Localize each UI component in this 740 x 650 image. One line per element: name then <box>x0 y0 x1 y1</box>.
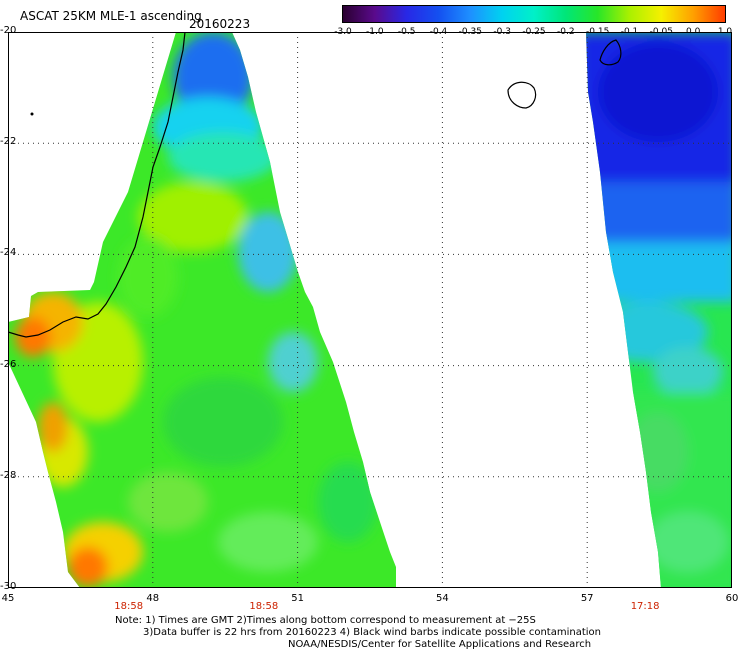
island-mauritius <box>599 39 622 66</box>
map-frame <box>8 32 732 588</box>
latitude-label: -22 <box>0 136 17 148</box>
map-panel <box>8 32 732 588</box>
island-reunion <box>507 81 537 109</box>
time-label: 18:58 <box>249 601 279 612</box>
note-line-1: Note: 1) Times are GMT 2)Times along bot… <box>115 615 536 626</box>
longitude-label: 57 <box>580 593 594 604</box>
colorbar-gradient <box>343 6 725 22</box>
east-swath <box>586 32 732 588</box>
latitude-label: -30 <box>0 581 17 592</box>
longitude-label: 48 <box>146 593 160 604</box>
note-line-3: NOAA/NESDIS/Center for Satellite Applica… <box>288 639 592 650</box>
map-date: 20160223 <box>189 17 251 31</box>
colorbar <box>342 5 726 23</box>
map-title: ASCAT 25KM MLE-1 ascending <box>20 9 202 23</box>
latitude-label: -26 <box>0 358 17 370</box>
time-label: 17:18 <box>630 601 660 612</box>
longitude-label: 54 <box>436 593 449 604</box>
longitude-label: 51 <box>291 593 304 604</box>
longitude-label: 60 <box>725 593 739 604</box>
latitude-label: -28 <box>0 469 17 481</box>
islet-marker <box>30 112 34 116</box>
coastline-madagascar <box>8 32 186 338</box>
note-line-2: 3)Data buffer is 22 hrs from 20160223 4)… <box>143 627 601 638</box>
graticule <box>8 32 732 588</box>
latitude-label: -20 <box>0 25 17 36</box>
west-swath <box>8 32 396 588</box>
latitude-label: -24 <box>0 247 17 259</box>
time-label: 18:58 <box>114 601 144 612</box>
longitude-label: 45 <box>1 593 15 604</box>
